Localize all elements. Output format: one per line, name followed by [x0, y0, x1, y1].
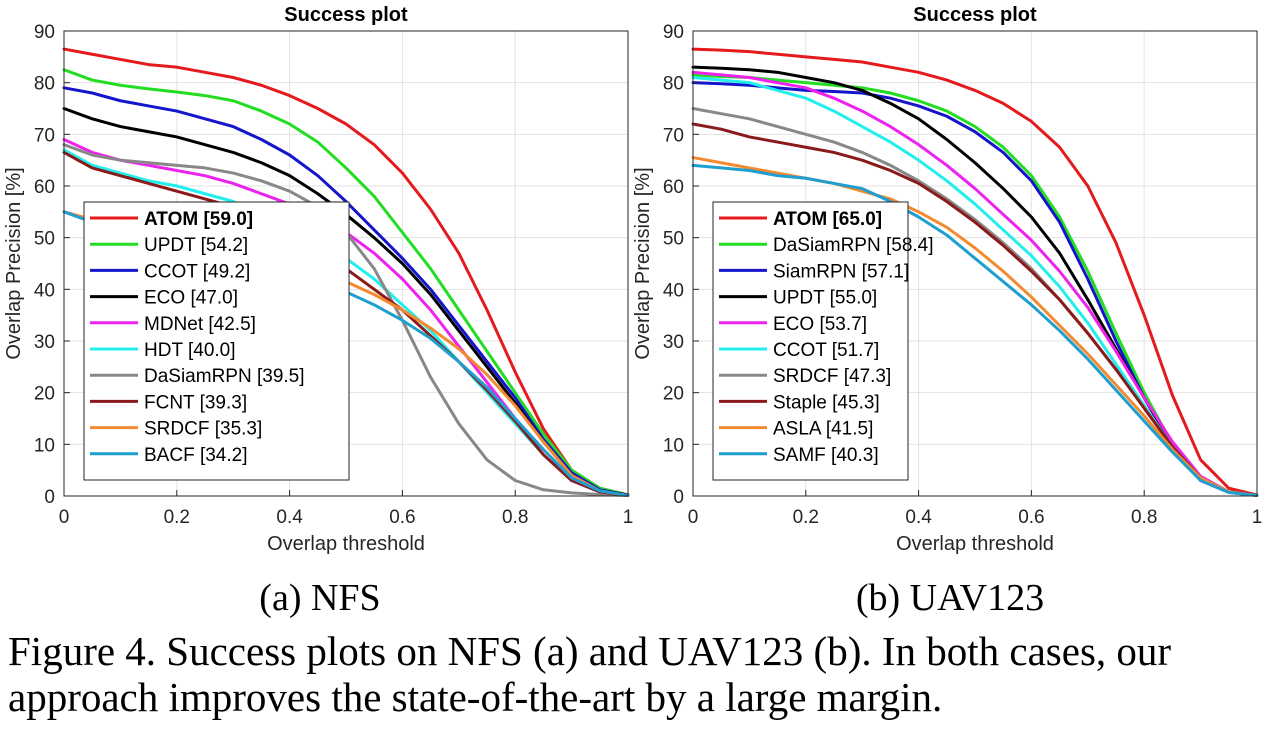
legend-box — [712, 201, 909, 481]
subcaption-nfs: (a) NFS — [259, 577, 381, 619]
y-tick-label: 30 — [663, 332, 684, 353]
legend-box — [83, 201, 350, 481]
legend: ATOM [59.0] UPDT [54.2] CCOT [49.2] ECO [47… — [83, 201, 350, 481]
series-line-5 — [691, 70, 1259, 497]
x-tick-label: 0.2 — [164, 507, 190, 528]
legend-entry-5: MDNet [42.5] — [144, 314, 256, 335]
chart-panel-1: 0 10 20 30 40 50 60 70 80 90 0 0.2 0.4 0.6 0.8 1 Success… — [3, 4, 633, 555]
y-axis-label: Overlap Precision [%] — [3, 167, 25, 359]
chart-title: Success plot — [913, 4, 1037, 26]
x-axis-label: Overlap threshold — [896, 533, 1054, 555]
legend-entry-8: FCNT [39.3] — [144, 392, 247, 413]
y-tick-label: 70 — [663, 125, 684, 146]
legend-entry-9: ASLA [41.5] — [773, 419, 873, 440]
series-line-1 — [691, 47, 1259, 497]
y-tick-label: 60 — [34, 177, 55, 198]
y-tick-label: 0 — [44, 487, 55, 508]
series-line-2 — [62, 68, 630, 497]
y-tick-label: 20 — [34, 384, 55, 405]
legend-entry-1: ATOM [65.0] — [773, 209, 882, 230]
x-tick-label: 0.2 — [793, 507, 819, 528]
x-tick-label: 0.6 — [1018, 507, 1044, 528]
y-tick-label: 30 — [34, 332, 55, 353]
subcaption-uav123: (b) UAV123 — [855, 577, 1045, 619]
legend-entry-2: UPDT [54.2] — [144, 235, 248, 256]
series-line-10 — [691, 163, 1259, 497]
legend-entry-5: ECO [53.7] — [773, 314, 867, 335]
legend-entry-9: SRDCF [35.3] — [144, 419, 262, 440]
y-tick-label: 10 — [34, 435, 55, 456]
series-line-1 — [62, 47, 630, 497]
x-tick-label: 0.4 — [276, 507, 303, 528]
legend-entry-6: HDT [40.0] — [144, 340, 236, 361]
legend: ATOM [65.0] DaSiamRPN [58.4] SiamRPN [57.1… — [712, 201, 934, 481]
legend-entry-1: ATOM [59.0] — [144, 209, 253, 230]
y-tick-label: 90 — [34, 22, 55, 43]
legend-entry-6: CCOT [51.7] — [773, 340, 879, 361]
chart-panel-2: 0 10 20 30 40 50 60 70 80 90 0 0.2 0.4 0.6 0.8 1 Success… — [632, 4, 1262, 555]
x-tick-label: 0.6 — [389, 507, 415, 528]
legend-entry-7: SRDCF [47.3] — [773, 366, 891, 387]
x-tick-label: 0.8 — [1131, 507, 1157, 528]
legend-entry-10: BACF [34.2] — [144, 445, 248, 466]
y-tick-label: 80 — [34, 74, 55, 95]
y-tick-label: 20 — [663, 384, 684, 405]
y-tick-label: 60 — [663, 177, 684, 198]
legend-entry-3: CCOT [49.2] — [144, 261, 250, 282]
legend-entry-3: SiamRPN [57.1] — [773, 261, 909, 282]
y-tick-label: 10 — [663, 435, 684, 456]
y-tick-label: 0 — [673, 487, 684, 508]
series-line-8 — [691, 122, 1259, 497]
y-tick-label: 90 — [663, 22, 684, 43]
x-tick-label: 0 — [59, 507, 70, 528]
y-tick-label: 80 — [663, 74, 684, 95]
axes-frame — [63, 30, 629, 497]
y-tick-label: 70 — [34, 125, 55, 146]
x-tick-label: 1 — [623, 507, 634, 528]
x-tick-label: 0.8 — [502, 507, 528, 528]
x-tick-label: 0.4 — [905, 507, 932, 528]
y-tick-label: 50 — [663, 229, 684, 250]
x-axis-label: Overlap threshold — [267, 533, 425, 555]
x-tick-label: 1 — [1252, 507, 1263, 528]
legend-entry-8: Staple [45.3] — [773, 392, 880, 413]
y-axis-label: Overlap Precision [%] — [632, 167, 654, 359]
axes-frame — [692, 30, 1258, 497]
x-tick-label: 0 — [688, 507, 699, 528]
legend-entry-4: ECO [47.0] — [144, 288, 238, 309]
chart-title: Success plot — [284, 4, 408, 26]
figure-caption: Figure 4. Success plots on NFS (a) and U… — [8, 628, 1172, 720]
series-line-9 — [691, 156, 1259, 497]
legend-entry-4: UPDT [55.0] — [773, 288, 877, 309]
legend-entry-7: DaSiamRPN [39.5] — [144, 366, 305, 387]
y-tick-label: 40 — [663, 280, 684, 301]
legend-entry-2: DaSiamRPN [58.4] — [773, 235, 934, 256]
y-tick-label: 50 — [34, 229, 55, 250]
legend-entry-10: SAMF [40.3] — [773, 445, 879, 466]
y-tick-label: 40 — [34, 280, 55, 301]
